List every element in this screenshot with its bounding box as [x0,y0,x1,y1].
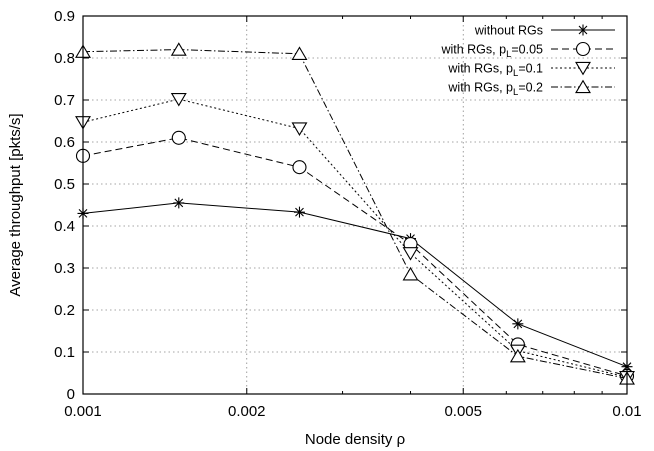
y-tick-label: 0.1 [54,344,75,361]
data-point [293,206,305,218]
data-point [291,122,308,136]
series-line [82,98,628,378]
y-tick-label: 0.7 [54,92,75,109]
x-tick-label: 0.002 [228,403,266,420]
legend-label: without RGs [474,24,543,38]
data-point [512,318,524,330]
data-point [402,247,419,261]
x-tick-label: 0.005 [444,403,482,420]
y-tick-label: 0.2 [54,302,75,319]
data-point [170,42,187,56]
x-tick-label: 0.01 [612,403,641,420]
data-point [171,130,186,145]
data-point [291,46,308,60]
data-point [173,197,185,209]
legend-item: with RGs, pL=0.05 [440,41,615,61]
legend-item: with RGs, pL=0.1 [447,61,615,80]
y-tick-label: 0.5 [54,176,75,193]
y-axis-label: Average throughput [pkts/s] [7,113,24,296]
series-line [82,137,628,377]
legend-item: with RGs, pL=0.2 [447,79,615,99]
grid-lines [83,16,627,394]
y-tick-label: 0.6 [54,134,75,151]
legend-label: with RGs, pL=0.2 [447,81,543,99]
data-point [402,266,419,281]
series-3 [75,93,635,385]
series-4 [75,42,635,385]
legend-marker [575,41,591,57]
y-tick-label: 0.3 [54,260,75,277]
axis-ticks: 0 0.1 0.2 0.3 0.4 0.5 0.6 0.7 0.8 0.9 0.001 0.002 0.… [54,8,641,420]
legend-marker [577,24,589,36]
data-point [170,93,187,107]
legend-label: with RGs, pL=0.1 [447,62,543,80]
x-tick-label: 0.001 [64,403,102,420]
series-1 [77,197,633,373]
y-tick-label: 0 [67,386,75,403]
y-tick-label: 0.8 [54,50,75,67]
x-axis-label: Node density ρ [305,431,405,448]
plot-frame [82,15,628,395]
series-2 [75,130,635,383]
legend-marker [575,61,591,76]
data-point [509,348,526,363]
series-line [82,49,628,379]
data-point [292,160,307,175]
y-tick-label: 0.9 [54,8,75,25]
legend-marker [575,79,591,94]
legend-item: without RGs [474,24,615,38]
plot-series [75,42,635,385]
series-line [82,202,628,368]
legend-label: with RGs, pL=0.05 [440,43,543,61]
y-tick-label: 0.4 [54,218,75,235]
